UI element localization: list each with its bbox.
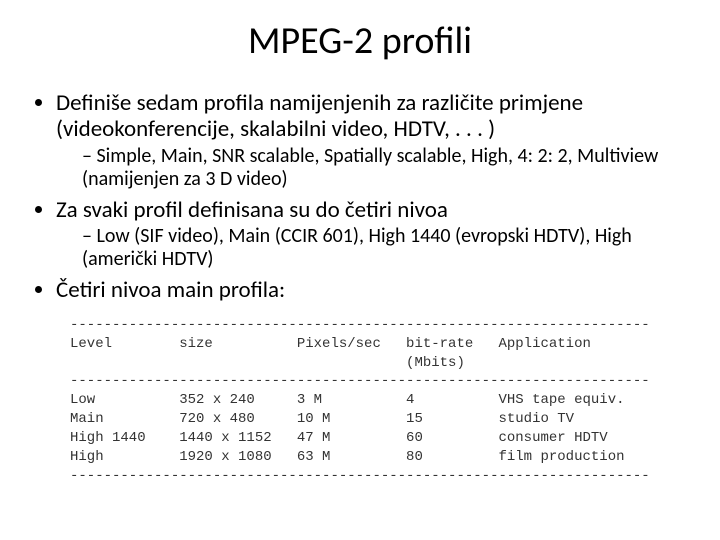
sub-list-item: Low (SIF video), Main (CCIR 601), High 1… — [82, 225, 686, 271]
slide: MPEG-2 profili Definiše sedam profila na… — [0, 0, 720, 540]
bullet-list: Definiše sedam profila namijenjenih za r… — [34, 90, 686, 304]
sub-list: Simple, Main, SNR scalable, Spatially sc… — [56, 145, 686, 191]
page-title: MPEG-2 profili — [34, 18, 686, 64]
list-item: Četiri nivoa main profila: — [56, 277, 686, 303]
sub-list: Low (SIF video), Main (CCIR 601), High 1… — [56, 225, 686, 271]
levels-table: ----------------------------------------… — [70, 316, 686, 486]
sub-list-item: Simple, Main, SNR scalable, Spatially sc… — [82, 145, 686, 191]
list-item: Za svaki profil definisana su do četiri … — [56, 197, 686, 271]
bullet-text: Definiše sedam profila namijenjenih za r… — [56, 89, 583, 143]
bullet-text: Četiri nivoa main profila: — [56, 276, 285, 304]
list-item: Definiše sedam profila namijenjenih za r… — [56, 90, 686, 191]
bullet-text: Za svaki profil definisana su do četiri … — [56, 196, 448, 224]
